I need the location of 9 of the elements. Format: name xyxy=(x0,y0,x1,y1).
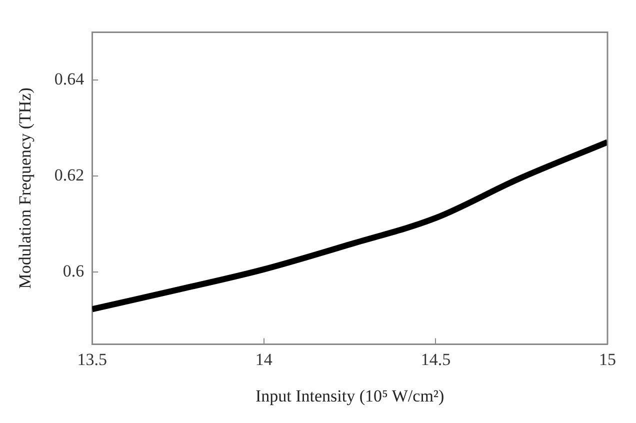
y-tick-label: 0.62 xyxy=(54,166,84,185)
y-axis-title: Modulation Frequency (THz) xyxy=(16,88,35,289)
y-tick-label: 0.6 xyxy=(62,262,84,281)
x-tick-label: 15 xyxy=(599,350,616,369)
x-tick-label: 14 xyxy=(255,350,273,369)
x-tick-label: 13.5 xyxy=(77,350,108,369)
x-axis-title: Input Intensity (10⁵ W/cm²) xyxy=(255,386,444,406)
x-tick-label: 14.5 xyxy=(420,350,451,369)
y-tick-label: 0.64 xyxy=(54,70,85,89)
